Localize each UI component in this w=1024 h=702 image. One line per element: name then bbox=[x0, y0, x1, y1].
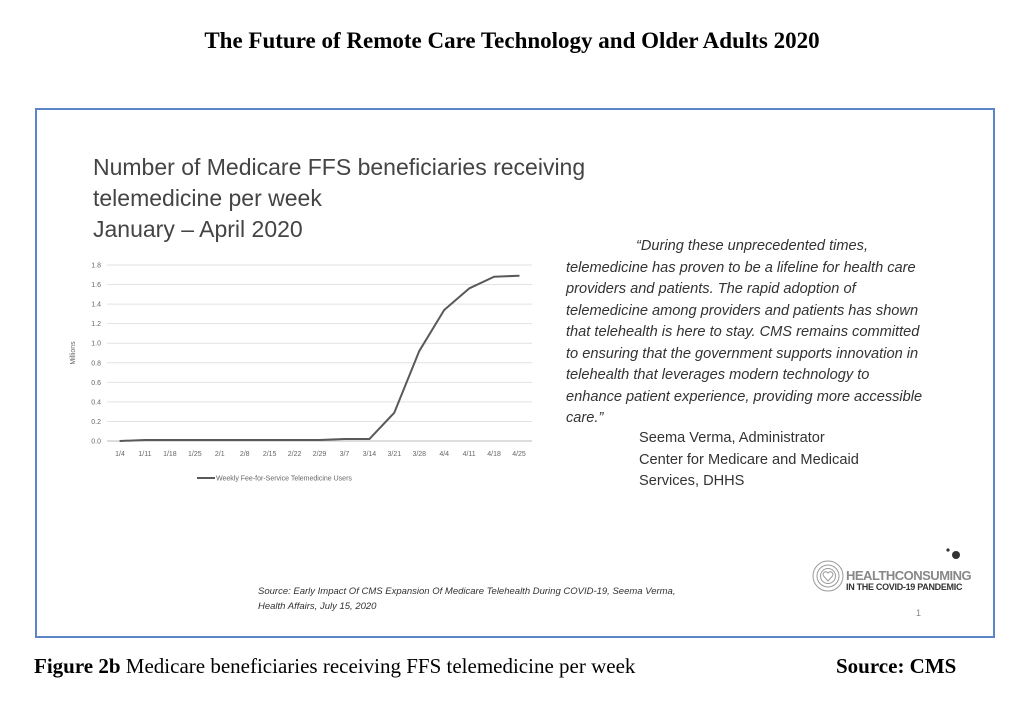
data-point bbox=[318, 439, 321, 441]
y-axis-label: Millions bbox=[70, 341, 77, 365]
heart-logo-icon bbox=[812, 548, 960, 592]
x-tick-label: 1/25 bbox=[188, 451, 202, 458]
quote-line: telemedicine among providers and patient… bbox=[566, 302, 919, 319]
quote-line: that telehealth is here to stay. CMS rem… bbox=[566, 324, 920, 340]
y-tick-label: 1.0 bbox=[91, 341, 101, 348]
y-tick-label: 0.4 bbox=[91, 399, 101, 406]
data-point bbox=[443, 309, 445, 311]
logo-text: HEALTHCONSUMING bbox=[846, 568, 972, 583]
x-tick-label: 2/15 bbox=[263, 451, 277, 458]
x-tick-label: 4/25 bbox=[512, 451, 526, 458]
attribution: Seema Verma, Administrator Center for Me… bbox=[639, 428, 859, 493]
series-line bbox=[119, 274, 520, 442]
attribution-line: Seema Verma, Administrator bbox=[639, 430, 825, 446]
data-point bbox=[268, 439, 271, 441]
y-tick-label: 1.6 bbox=[91, 282, 101, 289]
data-point bbox=[144, 439, 146, 441]
chart-title-line: January – April 2020 bbox=[93, 216, 303, 242]
source-line: Health Affairs, July 15, 2020 bbox=[258, 601, 377, 612]
data-point bbox=[518, 274, 520, 277]
data-point bbox=[293, 439, 296, 441]
chart-title-line: telemedicine per week bbox=[93, 185, 322, 211]
x-tick-label: 1/18 bbox=[163, 451, 177, 458]
legend-label: Weekly Fee-for-Service Telemedicine User… bbox=[216, 476, 352, 483]
y-tick-label: 0.0 bbox=[91, 439, 101, 446]
y-tick-label: 1.2 bbox=[91, 321, 101, 328]
quote-line: enhance patient experience, providing mo… bbox=[566, 388, 923, 405]
data-point bbox=[393, 411, 396, 414]
x-tick-label: 1/11 bbox=[138, 451, 151, 458]
slide-frame bbox=[35, 108, 995, 638]
y-tick-label: 0.8 bbox=[91, 360, 101, 367]
attribution-line: Center for Medicare and Medicaid bbox=[639, 451, 859, 468]
x-tick-label: 2/22 bbox=[288, 451, 302, 458]
data-point bbox=[343, 438, 346, 440]
x-tick-label: 4/18 bbox=[487, 451, 501, 458]
y-tick-label: 0.2 bbox=[91, 419, 101, 426]
x-tick-label: 4/4 bbox=[439, 451, 449, 458]
x-tick-label: 2/8 bbox=[240, 451, 250, 458]
data-point bbox=[493, 275, 495, 278]
y-tick-label: 1.4 bbox=[91, 302, 101, 309]
page-number: 1 bbox=[916, 608, 922, 618]
quote-line: “During these unprecedented times, bbox=[636, 238, 869, 254]
caption-source: Source: CMS bbox=[836, 654, 957, 678]
x-tick-label: 3/28 bbox=[412, 451, 426, 458]
quote-line: telemedicine has proven to be a lifeline… bbox=[566, 259, 916, 276]
y-tick-label: 1.8 bbox=[91, 263, 101, 270]
data-point bbox=[243, 439, 246, 441]
quote-line: care.” bbox=[566, 410, 604, 426]
x-tick-label: 2/1 bbox=[215, 451, 225, 458]
healthconsuming-logo: HEALTHCONSUMING IN THE COVID-19 PANDEMIC bbox=[808, 546, 972, 596]
slide-source: Source: Early Impact Of CMS Expansion Of… bbox=[258, 584, 675, 614]
data-point bbox=[169, 439, 171, 441]
x-tick-label: 1/4 bbox=[115, 451, 125, 458]
data-point bbox=[194, 439, 196, 441]
document-title: The Future of Remote Care Technology and… bbox=[204, 28, 820, 53]
chart-title: Number of Medicare FFS beneficiaries rec… bbox=[93, 152, 585, 245]
data-point bbox=[468, 287, 470, 290]
chart-title-line: Number of Medicare FFS beneficiaries rec… bbox=[93, 154, 586, 180]
source-line: Source: Early Impact Of CMS Expansion Of… bbox=[258, 586, 676, 597]
data-point bbox=[368, 438, 371, 440]
data-point bbox=[418, 350, 421, 352]
data-point bbox=[119, 440, 121, 442]
caption-label: Figure 2b bbox=[34, 654, 121, 678]
x-tick-label: 2/29 bbox=[313, 451, 327, 458]
x-tick-label: 3/7 bbox=[340, 451, 350, 458]
data-point bbox=[218, 439, 221, 441]
attribution-line: Services, DHHS bbox=[639, 473, 745, 489]
y-tick-label: 0.6 bbox=[91, 380, 101, 387]
x-tick-label: 4/11 bbox=[463, 451, 476, 458]
x-tick-label: 3/14 bbox=[363, 451, 377, 458]
quote-line: to ensuring that the government supports… bbox=[566, 345, 919, 362]
quote: “During these unprecedented times, telem… bbox=[566, 236, 986, 430]
x-tick-label: 3/21 bbox=[388, 451, 402, 458]
figure-caption: Figure 2b Medicare beneficiaries receivi… bbox=[34, 654, 956, 679]
quote-line: providers and patients. The rapid adopti… bbox=[566, 281, 856, 297]
logo-subtext: IN THE COVID-19 PANDEMIC bbox=[846, 582, 963, 592]
caption-text: Medicare beneficiaries receiving FFS tel… bbox=[120, 654, 636, 678]
quote-line: telehealth that leverages modern technol… bbox=[566, 367, 870, 383]
